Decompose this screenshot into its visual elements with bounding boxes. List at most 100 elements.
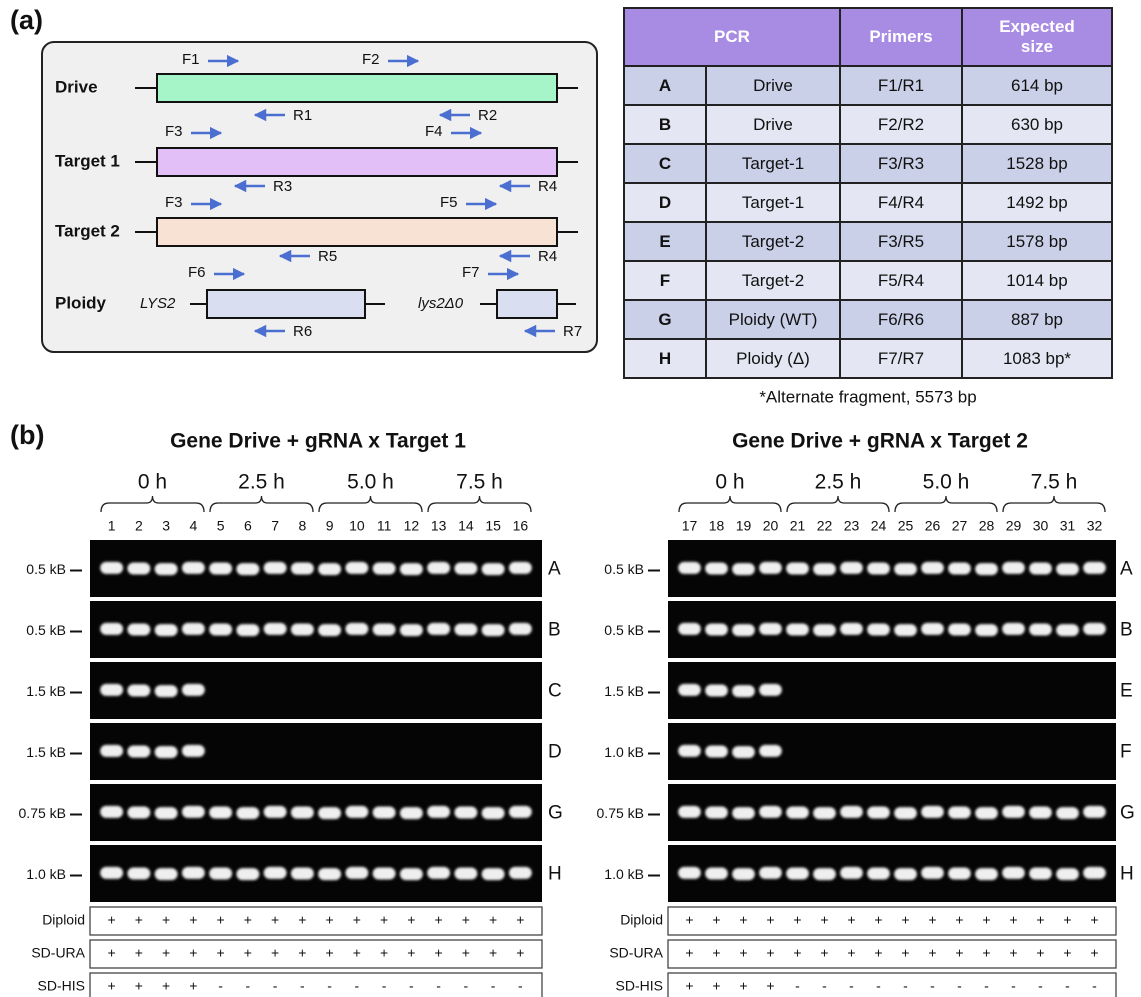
band <box>482 807 505 819</box>
condition-mark: - <box>822 978 827 994</box>
condition-mark: + <box>189 912 197 928</box>
band <box>400 807 423 819</box>
table-cell: G <box>624 300 706 339</box>
band <box>427 867 450 879</box>
lane-number: 31 <box>1060 518 1076 534</box>
condition-mark: + <box>1009 945 1017 961</box>
condition-mark: - <box>464 978 469 994</box>
primer-label: R4 <box>538 248 557 265</box>
table-cell: A <box>624 66 706 105</box>
band <box>678 562 701 574</box>
primer-label: R7 <box>563 323 582 340</box>
condition-mark: - <box>984 978 989 994</box>
band <box>1029 624 1052 636</box>
band <box>1056 624 1079 636</box>
condition-mark: + <box>766 912 774 928</box>
time-label: 2.5 h <box>238 471 285 494</box>
band <box>345 867 368 879</box>
lane-number: 25 <box>898 518 914 534</box>
primer-label: F6 <box>188 264 206 281</box>
lane-number: 30 <box>1033 518 1049 534</box>
table-cell: Target-2 <box>706 222 840 261</box>
condition-mark: + <box>1063 945 1071 961</box>
table-cell: F3/R3 <box>840 144 962 183</box>
table-cell: C <box>624 144 706 183</box>
table-cell: D <box>624 183 706 222</box>
lane-number: 5 <box>217 518 225 534</box>
band <box>867 807 890 819</box>
condition-mark: + <box>271 912 279 928</box>
band <box>155 563 178 575</box>
band <box>482 624 505 636</box>
condition-mark: + <box>739 978 747 994</box>
band <box>678 684 701 696</box>
band <box>127 624 150 636</box>
condition-mark: + <box>326 945 334 961</box>
condition-mark: + <box>162 945 170 961</box>
row-letter: A <box>1120 559 1133 580</box>
condition-mark: + <box>489 912 497 928</box>
band <box>759 745 782 757</box>
condition-mark: + <box>1036 945 1044 961</box>
band <box>209 868 232 880</box>
lane-number: 12 <box>404 518 420 534</box>
condition-mark: + <box>244 945 252 961</box>
band <box>921 623 944 635</box>
band <box>155 868 178 880</box>
condition-mark: - <box>518 978 523 994</box>
row-letter: C <box>548 681 562 702</box>
condition-mark: + <box>353 912 361 928</box>
band <box>127 746 150 758</box>
condition-mark: + <box>982 945 990 961</box>
condition-mark: - <box>409 978 414 994</box>
lane-number: 9 <box>326 518 334 534</box>
band <box>155 685 178 697</box>
band <box>705 807 728 819</box>
band <box>1029 563 1052 575</box>
lane-number: 2 <box>135 518 143 534</box>
band <box>705 685 728 697</box>
band <box>373 807 396 819</box>
band <box>732 624 755 636</box>
band <box>345 562 368 574</box>
band <box>182 867 205 879</box>
primer-label: F5 <box>440 194 458 211</box>
time-label: 2.5 h <box>815 471 862 494</box>
row-letter: B <box>548 620 561 641</box>
band <box>786 868 809 880</box>
condition-mark: - <box>1038 978 1043 994</box>
primer-label: R5 <box>318 248 337 265</box>
band <box>786 807 809 819</box>
band <box>732 563 755 575</box>
condition-mark: + <box>353 945 361 961</box>
band <box>427 562 450 574</box>
row-letter: B <box>1120 620 1133 641</box>
band <box>454 868 477 880</box>
band <box>786 624 809 636</box>
condition-mark: + <box>955 945 963 961</box>
condition-mark: + <box>298 945 306 961</box>
band <box>509 623 532 635</box>
condition-mark: - <box>930 978 935 994</box>
panel-label: (a) <box>10 5 43 35</box>
table-cell: B <box>624 105 706 144</box>
construct <box>157 218 557 246</box>
construct <box>157 148 557 176</box>
band <box>127 807 150 819</box>
band <box>1083 867 1106 879</box>
lane-number: 10 <box>349 518 365 534</box>
band <box>921 806 944 818</box>
band <box>1002 806 1025 818</box>
band <box>155 624 178 636</box>
band <box>291 868 314 880</box>
condition-mark: + <box>928 912 936 928</box>
band <box>840 867 863 879</box>
condition-mark: - <box>218 978 223 994</box>
marker-label: 0.5 kB <box>604 622 644 638</box>
band <box>155 807 178 819</box>
header-cell: PCR <box>624 8 840 66</box>
gel-title: Gene Drive + gRNA x Target 2 <box>732 430 1028 453</box>
condition-mark: + <box>928 945 936 961</box>
